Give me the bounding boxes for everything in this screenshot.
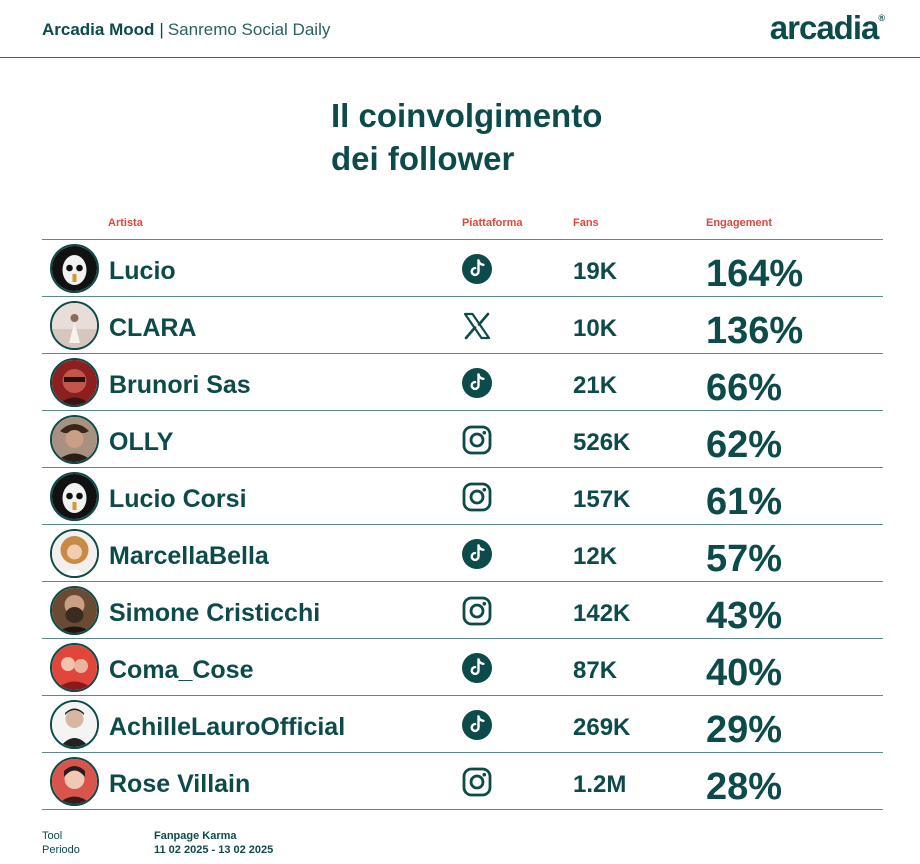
engagement-rate: 61%: [706, 481, 783, 523]
table-row: CLARA 10K 136%: [42, 297, 883, 354]
tiktok-icon: [460, 537, 494, 571]
table-top-divider: [42, 239, 883, 240]
artist-avatar: [50, 358, 99, 407]
artist-avatar: [50, 529, 99, 578]
artist-name: Rose Villain: [109, 770, 251, 798]
footer-tool-value: Fanpage Karma: [154, 830, 237, 842]
tiktok-icon: [460, 366, 494, 400]
header-subtitle: Sanremo Social Daily: [167, 20, 331, 39]
table-row: Brunori Sas 21K 66%: [42, 354, 883, 411]
header: Arcadia Mood | Sanremo Social Daily arcadi…: [0, 0, 920, 58]
artist-name: Brunori Sas: [109, 371, 251, 399]
artist-avatar: [50, 586, 99, 635]
table-row: Rose Villain 1.2M 28%: [42, 753, 883, 810]
column-header-artist: Artista: [108, 217, 143, 229]
column-header-engagement: Engagement: [706, 217, 773, 229]
table-row: Lucio Corsi 157K 61%: [42, 468, 883, 525]
artist-avatar: [50, 301, 99, 350]
artist-name: Lucio Corsi: [109, 485, 247, 513]
artist-name: Coma_Cose: [109, 656, 254, 684]
engagement-rate: 28%: [706, 766, 783, 808]
fans-count: 269K: [573, 714, 631, 741]
registered-mark: ®: [878, 13, 885, 23]
fans-count: 21K: [573, 372, 618, 399]
engagement-rate: 57%: [706, 538, 783, 580]
fans-count: 157K: [573, 486, 631, 513]
footer-period-label: Periodo: [42, 844, 80, 856]
table-row: AchilleLauroOfficial 269K 29%: [42, 696, 883, 753]
artist-name: Lucio: [109, 257, 176, 285]
fans-count: 12K: [573, 543, 618, 570]
artist-name: CLARA: [109, 314, 197, 342]
artist-avatar: [50, 643, 99, 692]
artist-avatar: [50, 472, 99, 521]
artist-name: AchilleLauroOfficial: [109, 713, 346, 741]
page-title-line-1: Il coinvolgimento: [331, 97, 603, 134]
artist-avatar: [50, 415, 99, 464]
fans-count: 87K: [573, 657, 618, 684]
table-row: OLLY 526K 62%: [42, 411, 883, 468]
artist-avatar: [50, 757, 99, 806]
engagement-rate: 40%: [706, 652, 783, 694]
instagram-icon: [460, 480, 494, 514]
artist-name: Simone Cristicchi: [109, 599, 321, 627]
footer-labels: Tool Periodo: [42, 829, 80, 857]
artist-name: MarcellaBella: [109, 542, 269, 570]
logo-text: arcadia: [769, 9, 880, 46]
engagement-rate: 43%: [706, 595, 783, 637]
tiktok-icon: [460, 651, 494, 685]
instagram-icon: [460, 594, 494, 628]
engagement-rate: 62%: [706, 424, 783, 466]
fans-count: 1.2M: [573, 771, 627, 798]
table-row: MarcellaBella 12K 57%: [42, 525, 883, 582]
engagement-rate: 66%: [706, 367, 783, 409]
engagement-rate: 29%: [706, 709, 783, 751]
header-brand: Arcadia Mood: [42, 20, 155, 39]
table-row: Simone Cristicchi 142K 43%: [42, 582, 883, 639]
artist-name: OLLY: [109, 428, 174, 456]
footer-values: Fanpage Karma 11 02 2025 - 13 02 2025: [154, 829, 273, 857]
arcadia-logo: arcadia®: [769, 4, 885, 48]
tiktok-icon: [460, 252, 494, 286]
footer-tool-label: Tool: [42, 830, 63, 842]
x-icon: [460, 309, 494, 343]
header-title: Arcadia Mood | Sanremo Social Daily: [42, 20, 330, 40]
page-title-line-2: dei follower: [331, 140, 515, 177]
instagram-icon: [460, 765, 494, 799]
artist-avatar: [50, 700, 99, 749]
engagement-rate: 164%: [706, 253, 804, 295]
page-title: Il coinvolgimento dei follower: [331, 94, 602, 180]
column-header-fans: Fans: [573, 217, 599, 229]
instagram-icon: [460, 423, 494, 457]
fans-count: 10K: [573, 315, 618, 342]
header-separator: |: [159, 20, 164, 39]
fans-count: 19K: [573, 258, 618, 285]
column-header-platform: Piattaforma: [462, 217, 523, 229]
artist-avatar: [50, 244, 99, 293]
engagement-rate: 136%: [706, 310, 804, 352]
table-row: Lucio 19K 164%: [42, 240, 883, 297]
fans-count: 142K: [573, 600, 631, 627]
tiktok-icon: [460, 708, 494, 742]
footer-period-value: 11 02 2025 - 13 02 2025: [154, 844, 274, 856]
fans-count: 526K: [573, 429, 631, 456]
table-row: Coma_Cose 87K 40%: [42, 639, 883, 696]
